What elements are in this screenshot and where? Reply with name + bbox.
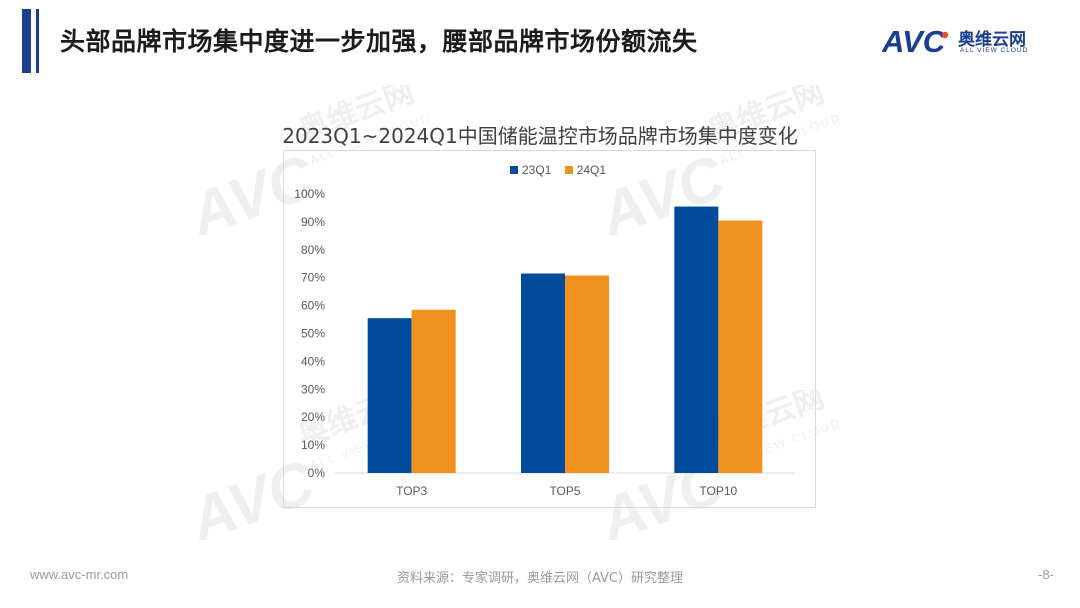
brand-name-cn: 奥维云网: [958, 30, 1026, 50]
page-title: 头部品牌市场集中度进一步加强，腰部品牌市场份额流失: [60, 27, 698, 56]
bar-23q1-top5: [521, 273, 565, 473]
bar-24q1-top10: [718, 220, 763, 473]
title-accent-bar: [22, 9, 31, 73]
title-accent-bar-thin: [36, 9, 39, 73]
y-tick-label: 90%: [301, 215, 325, 229]
footer-website: www.avc-mr.com: [30, 567, 129, 582]
brand-logo: AVC 奥维云网 ALL VIEW CLOUD: [882, 24, 1052, 60]
y-tick-label: 60%: [301, 299, 325, 313]
footer-source: 资料来源：专家调研，奥维云网（AVC）研究整理: [396, 571, 684, 586]
chart-title: 2023Q1~2024Q1中国储能温控市场品牌市场集中度变化: [282, 124, 798, 148]
svg-text:AVC: AVC: [882, 24, 946, 56]
bar-24q1-top5: [565, 275, 609, 473]
x-tick-label: TOP10: [699, 484, 737, 498]
y-tick-label: 30%: [301, 382, 325, 396]
brand-name-en: ALL VIEW CLOUD: [960, 47, 1029, 54]
y-tick-label: 0%: [308, 466, 326, 480]
y-tick-label: 100%: [294, 187, 325, 201]
legend-item-24q1: 24Q1: [564, 163, 607, 177]
chart-legend: 23Q1 24Q1: [510, 163, 616, 177]
legend-item-23q1: 23Q1: [510, 163, 551, 177]
y-tick-label: 10%: [301, 438, 325, 452]
x-tick-label: TOP5: [549, 484, 580, 498]
legend-label-24q1: 24Q1: [576, 163, 607, 177]
x-tick-label: TOP3: [396, 484, 427, 498]
y-tick-label: 20%: [301, 410, 325, 424]
legend-swatch-23q1: [510, 166, 518, 174]
bar-23q1-top10: [674, 206, 719, 473]
y-tick-label: 80%: [301, 243, 325, 257]
legend-swatch-24q1: [564, 166, 573, 174]
chart-frame: [283, 150, 816, 508]
legend-label-23q1: 23Q1: [522, 163, 552, 177]
y-tick-label: 70%: [301, 271, 325, 285]
y-tick-label: 50%: [301, 327, 325, 341]
y-tick-label: 40%: [301, 354, 325, 368]
page-number: -8-: [1038, 567, 1054, 582]
bar-24q1-top3: [411, 309, 456, 473]
avc-logo-icon: AVC: [882, 24, 949, 56]
bar-23q1-top3: [367, 318, 412, 473]
